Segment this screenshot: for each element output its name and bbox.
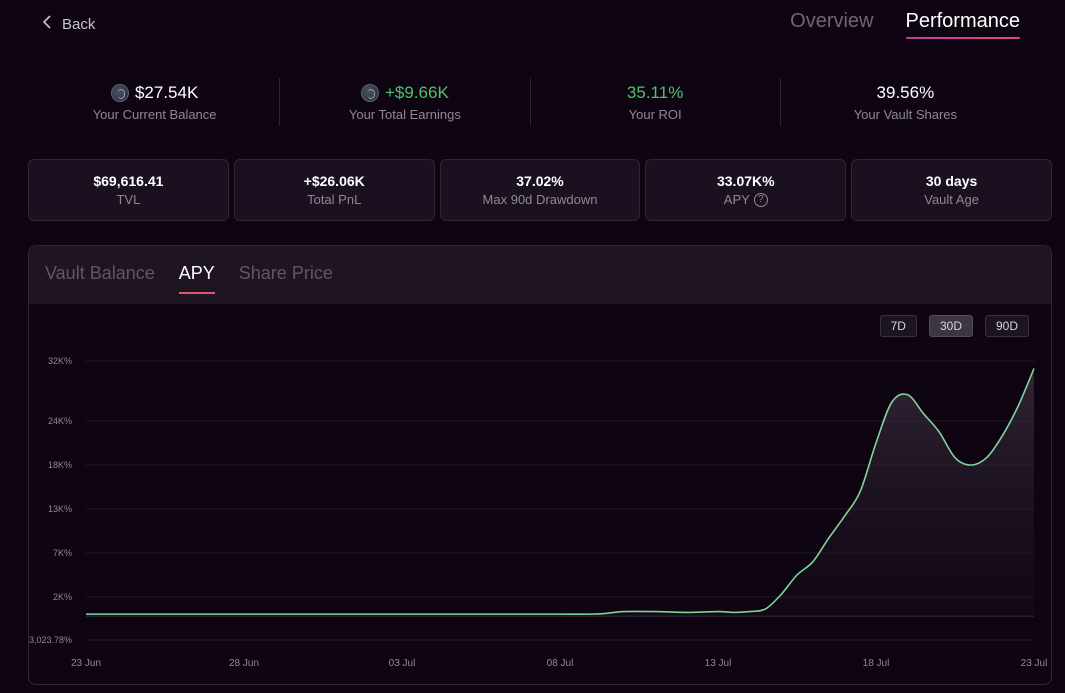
back-label: Back xyxy=(62,15,96,33)
x-tick-label: 13 Jul xyxy=(705,658,732,669)
metric-label: TVL xyxy=(116,192,141,207)
x-tick-label: 03 Jul xyxy=(389,658,416,669)
stat-label: Your Vault Shares xyxy=(853,106,958,122)
chart-panel: Vault Balance APY Share Price 32K% 24K% 18… xyxy=(28,245,1052,685)
range-selector: 7D 30D 90D xyxy=(879,315,1029,337)
metric-card-apy: 33.07K% APY ? xyxy=(645,159,847,221)
metric-card-tvl: $69,616.41 TVL xyxy=(28,159,229,221)
chevron-left-icon xyxy=(42,15,54,33)
stat-label: Your Total Earnings xyxy=(348,106,461,122)
apy-line xyxy=(86,368,1035,615)
x-tick-label: 23 Jul xyxy=(1021,658,1048,669)
x-tick-label: 23 Jun xyxy=(71,658,101,669)
tab-vault-balance[interactable]: Vault Balance xyxy=(45,263,155,283)
vault-metrics: $69,616.41 TVL +$26.06K Total PnL 37.02%… xyxy=(28,159,1052,221)
stat-label: Your Current Balance xyxy=(92,106,217,122)
y-tick-label: 7K% xyxy=(53,548,72,558)
x-tick-label: 18 Jul xyxy=(863,658,890,669)
tab-performance[interactable]: Performance xyxy=(905,10,1020,39)
help-icon[interactable]: ? xyxy=(753,192,768,207)
range-90d-button[interactable]: 90D xyxy=(984,315,1029,337)
metric-value: 30 days xyxy=(925,173,978,189)
y-tick-label: -3,023.78% xyxy=(29,635,72,645)
tab-share-price[interactable]: Share Price xyxy=(238,263,333,283)
metric-label: Vault Age xyxy=(924,192,979,207)
metric-value: 33.07K% xyxy=(716,173,775,189)
page-tabs: Overview Performance xyxy=(790,10,1020,39)
stat-label: Your ROI xyxy=(628,106,682,122)
metric-label: APY xyxy=(723,192,750,207)
stat-total-earnings: +$9.66K Your Total Earnings xyxy=(280,78,531,126)
metric-label: Total PnL xyxy=(307,192,362,207)
x-tick-label: 08 Jul xyxy=(547,658,574,669)
x-tick-label: 28 Jun xyxy=(229,658,259,669)
stat-vault-shares: 39.56% Your Vault Shares xyxy=(781,78,1030,126)
metric-label: Max 90d Drawdown xyxy=(482,192,598,207)
y-tick-label: 13K% xyxy=(48,504,72,514)
range-30d-button[interactable]: 30D xyxy=(928,315,973,337)
y-tick-label: 24K% xyxy=(48,416,72,426)
user-stats: $27.54K Your Current Balance +$9.66K You… xyxy=(30,78,1030,126)
chart-tabs: Vault Balance APY Share Price xyxy=(29,246,1051,304)
metric-card-total-pnl: +$26.06K Total PnL xyxy=(233,159,435,221)
stat-value: $27.54K xyxy=(134,82,199,102)
metric-card-max-drawdown: 37.02% Max 90d Drawdown xyxy=(439,159,641,221)
coin-icon xyxy=(110,83,129,102)
stat-value: 35.11% xyxy=(626,82,684,102)
back-button[interactable]: Back xyxy=(42,15,95,33)
metric-value: +$26.06K xyxy=(303,173,365,189)
metric-value: 37.02% xyxy=(516,173,564,189)
metric-card-vault-age: 30 days Vault Age xyxy=(851,159,1052,221)
stat-roi: 35.11% Your ROI xyxy=(531,78,781,126)
y-tick-label: 2K% xyxy=(53,592,72,602)
y-tick-label: 18K% xyxy=(48,460,72,470)
range-7d-button[interactable]: 7D xyxy=(879,315,917,337)
stat-value: +$9.66K xyxy=(384,82,449,102)
stat-current-balance: $27.54K Your Current Balance xyxy=(30,78,281,126)
metric-value: $69,616.41 xyxy=(93,173,164,189)
apy-area xyxy=(86,368,1034,617)
tab-overview[interactable]: Overview xyxy=(790,10,874,32)
coin-icon xyxy=(360,83,379,102)
tab-apy[interactable]: APY xyxy=(178,263,215,294)
apy-chart: 32K% 24K% 18K% 13K% 7K% 2K% -3,023.78% 23 Jun 28… xyxy=(29,356,1048,669)
stat-value: 39.56% xyxy=(876,82,935,102)
y-tick-label: 32K% xyxy=(48,356,72,366)
